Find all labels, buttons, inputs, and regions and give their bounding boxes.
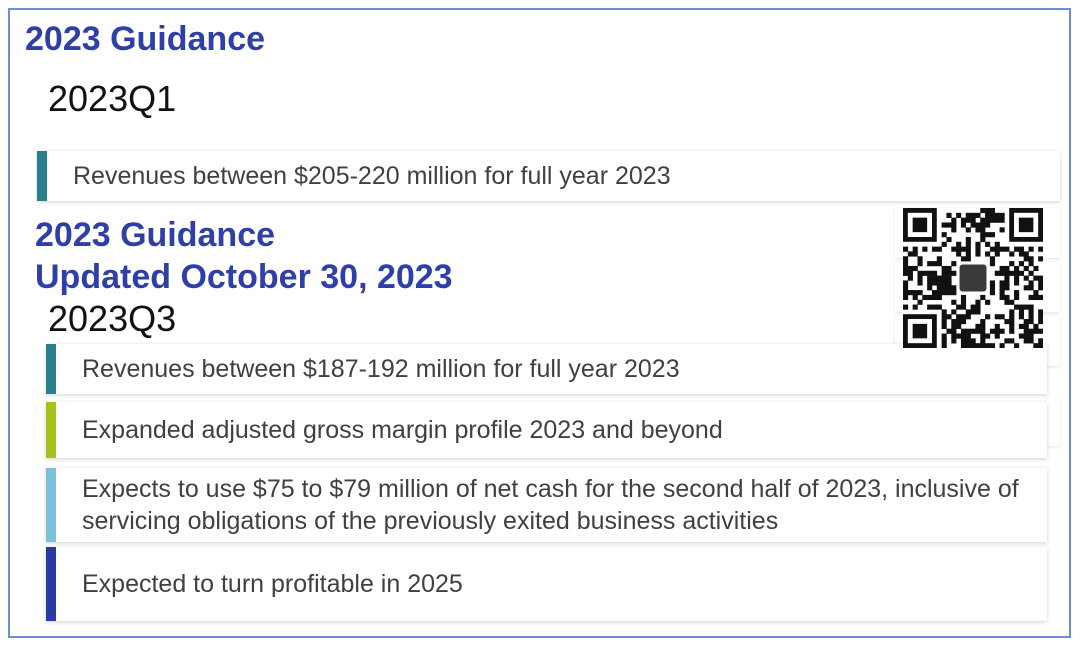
item-accent-bar bbox=[37, 151, 47, 201]
updated-guidance-subtitle: Updated October 30, 2023 bbox=[35, 258, 453, 296]
slide-frame bbox=[8, 8, 1071, 638]
quarter-label-q3: 2023Q3 bbox=[48, 298, 177, 339]
updated-guidance-title: 2023 Guidance bbox=[35, 216, 276, 254]
guidance-item: Expects to use $75 to $79 million of net… bbox=[46, 468, 1047, 542]
quarter-label-q1: 2023Q1 bbox=[48, 78, 177, 119]
guidance-item: Expected to turn profitable in 2025 bbox=[46, 547, 1047, 621]
item-text: Expected to turn profitable in 2025 bbox=[82, 570, 463, 598]
item-accent-bar bbox=[46, 344, 56, 394]
guidance-item: Revenues between $205-220 million for fu… bbox=[37, 151, 1060, 201]
item-text: Revenues between $187-192 million for fu… bbox=[82, 355, 680, 383]
qr-code-icon bbox=[903, 208, 1043, 348]
background-card bbox=[1047, 398, 1060, 446]
guidance-item: Expanded adjusted gross margin profile 2… bbox=[46, 402, 1047, 458]
item-text: Expanded adjusted gross margin profile 2… bbox=[82, 416, 723, 444]
guidance-item: Revenues between $187-192 million for fu… bbox=[46, 344, 1047, 394]
item-text: Expects to use $75 to $79 million of net… bbox=[82, 475, 1019, 535]
guidance-title: 2023 Guidance bbox=[25, 20, 266, 58]
item-accent-bar bbox=[46, 468, 56, 542]
item-accent-bar bbox=[46, 402, 56, 458]
item-text: Revenues between $205-220 million for fu… bbox=[73, 162, 671, 190]
item-accent-bar bbox=[46, 547, 56, 621]
qr-code-graphic bbox=[903, 208, 1043, 348]
